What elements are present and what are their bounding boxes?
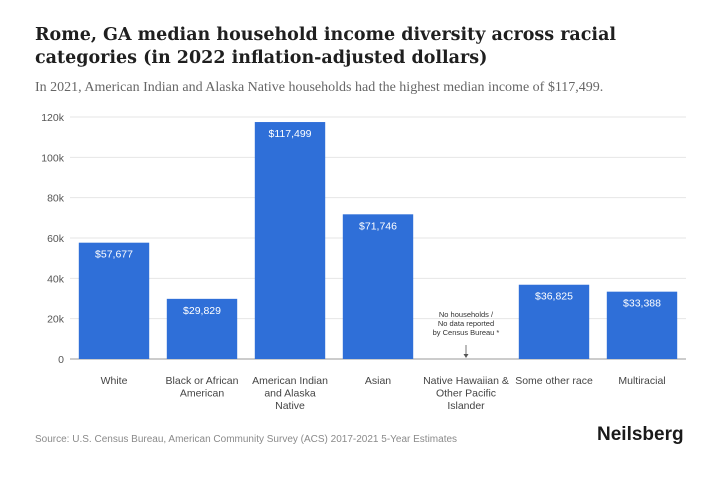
bar-value-label: $36,825 [535,291,573,303]
y-tick-label: 120k [41,112,65,124]
bar [166,298,238,359]
x-axis-categories: White Black or African American American In… [101,375,666,412]
y-tick-label: 60k [47,233,65,245]
y-tick-label: 100k [41,152,65,164]
bar-value-label: $29,829 [183,305,221,317]
bar [342,214,414,359]
category-label: Multiracial [618,375,665,387]
category-label-line: American [180,388,225,400]
category-label-line: Asian [365,375,391,387]
category-label-line: Black or African [166,375,239,387]
bar-value-label: $33,388 [623,298,661,310]
annotations: No households / No data reported by Census… [433,310,500,358]
source-note: Source: U.S. Census Bureau, American Com… [35,434,458,445]
category-label-line: Other Pacific [436,388,496,400]
y-axis-ticks: 0 20k 40k 60k 80k 100k 120k [41,112,65,366]
bars [78,122,678,359]
bar [518,284,590,359]
bar-value-label: $117,499 [268,128,311,140]
value-labels: $57,677 $29,829 $117,499 $71,746 $36,825 $33,… [95,128,661,317]
category-label-line: Islander [447,400,485,412]
category-label: Native Hawaiian & Other Pacific Islander [423,375,509,412]
category-label: Some other race [515,375,593,387]
category-label-line: Some other race [515,375,593,387]
category-label-line: American Indian [252,375,328,387]
no-data-arrowhead [463,354,469,358]
brand-logo: Neilsberg [597,424,684,445]
no-data-note-line: No households / [439,310,494,319]
bar-value-label: $71,746 [359,220,397,232]
category-label-line: White [101,375,128,387]
category-label: Asian [365,375,391,387]
bar-value-label: $57,677 [95,249,133,261]
category-label-line: Native [275,400,305,412]
category-label: White [101,375,128,387]
chart-subtitle: In 2021, American Indian and Alaska Nati… [35,80,604,95]
no-data-note: No households / No data reported by Census… [433,310,500,337]
y-tick-label: 80k [47,193,65,205]
category-label-line: Multiracial [618,375,665,387]
no-data-note-line: No data reported [438,319,494,328]
chart-title: Rome, GA median household income diversi… [35,25,617,68]
category-label-line: Native Hawaiian & [423,375,509,387]
bar [606,291,678,359]
y-tick-label: 0 [58,354,64,366]
no-data-note-line: by Census Bureau * [433,328,500,337]
bar [78,242,150,359]
y-tick-label: 20k [47,314,65,326]
bar [254,122,326,359]
category-label: American Indian and Alaska Native [252,375,328,412]
category-label-line: and Alaska [264,388,316,400]
y-tick-label: 40k [47,273,65,285]
category-label: Black or African American [166,375,239,400]
